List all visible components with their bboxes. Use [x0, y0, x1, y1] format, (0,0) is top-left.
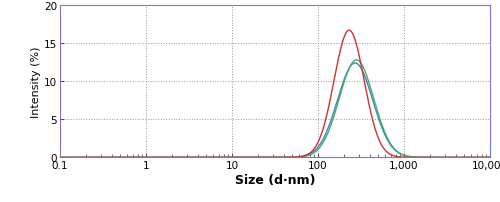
- Y-axis label: Intensity (%): Intensity (%): [31, 46, 41, 117]
- X-axis label: Size (d·nm): Size (d·nm): [235, 173, 316, 186]
